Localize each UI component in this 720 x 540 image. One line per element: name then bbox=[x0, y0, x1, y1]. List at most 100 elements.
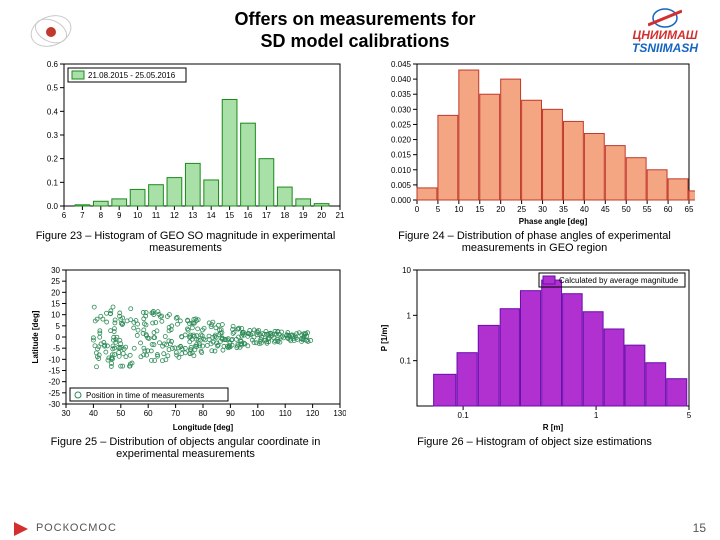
svg-text:0.040: 0.040 bbox=[390, 75, 411, 84]
svg-text:50: 50 bbox=[116, 409, 125, 418]
svg-text:0.000: 0.000 bbox=[390, 196, 411, 205]
svg-text:30: 30 bbox=[538, 205, 547, 214]
svg-text:15: 15 bbox=[225, 211, 234, 220]
svg-text:40: 40 bbox=[88, 409, 97, 418]
svg-text:80: 80 bbox=[198, 409, 207, 418]
svg-text:Position in time of measuremen: Position in time of measurements bbox=[86, 391, 204, 400]
svg-text:0.025: 0.025 bbox=[390, 120, 411, 129]
svg-text:17: 17 bbox=[261, 211, 270, 220]
svg-text:25: 25 bbox=[517, 205, 526, 214]
svg-text:45: 45 bbox=[600, 205, 609, 214]
chart-23-cell: 0.0 0.1 0.2 0.3 0.4 0.5 0.6 6 7 8 9 10 11 12 13 14 15 16 1… bbox=[16, 56, 355, 226]
svg-text:70: 70 bbox=[171, 409, 180, 418]
orbit-icon bbox=[28, 16, 72, 46]
chart-24: 0.000 0.005 0.010 0.015 0.020 0.025 0.030 0.035… bbox=[375, 56, 695, 226]
svg-text:-10: -10 bbox=[48, 355, 60, 364]
svg-text:Calculated by average magnitud: Calculated by average magnitude bbox=[559, 276, 679, 285]
svg-text:-5: -5 bbox=[52, 344, 60, 353]
svg-text:Latitude [deg]: Latitude [deg] bbox=[31, 310, 40, 363]
title-line-1: Offers on measurements for bbox=[90, 9, 620, 31]
svg-text:9: 9 bbox=[116, 211, 121, 220]
svg-text:-25: -25 bbox=[48, 389, 60, 398]
svg-text:110: 110 bbox=[278, 409, 291, 418]
svg-text:100: 100 bbox=[251, 409, 265, 418]
logo-left bbox=[10, 16, 90, 46]
chart-25-cell: -30-25-20-15-10-505101520253030405060708… bbox=[16, 262, 355, 432]
svg-text:60: 60 bbox=[663, 205, 672, 214]
svg-text:40: 40 bbox=[579, 205, 588, 214]
footer: РОСКОСМОС 15 bbox=[0, 520, 720, 536]
svg-text:0: 0 bbox=[414, 205, 419, 214]
svg-text:19: 19 bbox=[298, 211, 307, 220]
logo-right: ЦНИИМАШ TSNIIMASH bbox=[620, 7, 710, 54]
svg-text:0: 0 bbox=[55, 333, 60, 342]
svg-text:0.005: 0.005 bbox=[390, 181, 411, 190]
svg-text:20: 20 bbox=[317, 211, 326, 220]
svg-text:0.6: 0.6 bbox=[46, 60, 58, 69]
svg-text:90: 90 bbox=[225, 409, 234, 418]
chart-26: 0.11100.115R [m]P [1/m]Calculated by ave… bbox=[375, 262, 695, 432]
svg-text:0.3: 0.3 bbox=[46, 131, 58, 140]
svg-text:5: 5 bbox=[55, 322, 60, 331]
svg-text:15: 15 bbox=[51, 300, 60, 309]
svg-text:5: 5 bbox=[435, 205, 440, 214]
svg-text:55: 55 bbox=[642, 205, 651, 214]
svg-text:0.1: 0.1 bbox=[46, 178, 58, 187]
svg-text:14: 14 bbox=[206, 211, 215, 220]
svg-text:8: 8 bbox=[98, 211, 103, 220]
svg-text:50: 50 bbox=[621, 205, 630, 214]
svg-text:0.1: 0.1 bbox=[457, 411, 469, 420]
svg-text:10: 10 bbox=[133, 211, 142, 220]
svg-text:0.2: 0.2 bbox=[46, 155, 58, 164]
svg-text:21: 21 bbox=[335, 211, 344, 220]
svg-text:65: 65 bbox=[684, 205, 693, 214]
globe-icon bbox=[648, 7, 682, 29]
page-title: Offers on measurements for SD model cali… bbox=[90, 9, 620, 52]
page-number: 15 bbox=[693, 521, 706, 535]
charts-grid: 0.0 0.1 0.2 0.3 0.4 0.5 0.6 6 7 8 9 10 11 12 13 14 15 16 1… bbox=[0, 56, 720, 470]
svg-text:12: 12 bbox=[169, 211, 178, 220]
svg-text:0.010: 0.010 bbox=[390, 166, 411, 175]
svg-text:0.020: 0.020 bbox=[390, 136, 411, 145]
svg-text:7: 7 bbox=[80, 211, 85, 220]
title-line-2: SD model calibrations bbox=[90, 31, 620, 53]
chart-25: -30-25-20-15-10-505101520253030405060708… bbox=[26, 262, 346, 432]
svg-text:130: 130 bbox=[333, 409, 346, 418]
svg-text:-20: -20 bbox=[48, 378, 60, 387]
chart-23: 0.0 0.1 0.2 0.3 0.4 0.5 0.6 6 7 8 9 10 11 12 13 14 15 16 1… bbox=[26, 56, 346, 226]
svg-text:-15: -15 bbox=[48, 367, 60, 376]
svg-text:Phase angle [deg]: Phase angle [deg] bbox=[518, 217, 587, 226]
chart-26-cell: 0.11100.115R [m]P [1/m]Calculated by ave… bbox=[365, 262, 704, 432]
svg-text:120: 120 bbox=[305, 409, 319, 418]
svg-text:0.0: 0.0 bbox=[46, 202, 58, 211]
svg-text:10: 10 bbox=[51, 311, 60, 320]
svg-text:30: 30 bbox=[51, 266, 60, 275]
caption-25: Figure 25 – Distribution of objects angu… bbox=[16, 434, 355, 466]
svg-text:13: 13 bbox=[188, 211, 197, 220]
footer-brand: РОСКОСМОС bbox=[14, 520, 117, 536]
caption-24: Figure 24 – Distribution of phase angles… bbox=[365, 228, 704, 260]
svg-text:0.045: 0.045 bbox=[390, 60, 411, 69]
footer-brand-text: РОСКОСМОС bbox=[36, 522, 117, 534]
svg-text:0.015: 0.015 bbox=[390, 151, 411, 160]
caption-26: Figure 26 – Histogram of object size est… bbox=[365, 434, 704, 466]
svg-text:16: 16 bbox=[243, 211, 252, 220]
svg-text:35: 35 bbox=[559, 205, 568, 214]
svg-text:0.1: 0.1 bbox=[399, 357, 411, 366]
svg-text:0.4: 0.4 bbox=[46, 107, 58, 116]
svg-text:0.030: 0.030 bbox=[390, 105, 411, 114]
svg-text:6: 6 bbox=[61, 211, 66, 220]
svg-text:15: 15 bbox=[475, 205, 484, 214]
svg-text:10: 10 bbox=[454, 205, 463, 214]
chevron-icon bbox=[14, 520, 30, 536]
svg-text:Longitude [deg]: Longitude [deg] bbox=[172, 423, 233, 432]
svg-text:11: 11 bbox=[151, 211, 160, 220]
svg-text:0.5: 0.5 bbox=[46, 84, 58, 93]
svg-text:20: 20 bbox=[496, 205, 505, 214]
svg-text:R [m]: R [m] bbox=[542, 423, 563, 432]
svg-text:20: 20 bbox=[51, 288, 60, 297]
svg-text:0.035: 0.035 bbox=[390, 90, 411, 99]
svg-text:18: 18 bbox=[280, 211, 289, 220]
svg-text:10: 10 bbox=[402, 266, 411, 275]
brand-en: TSNIIMASH bbox=[620, 42, 710, 55]
